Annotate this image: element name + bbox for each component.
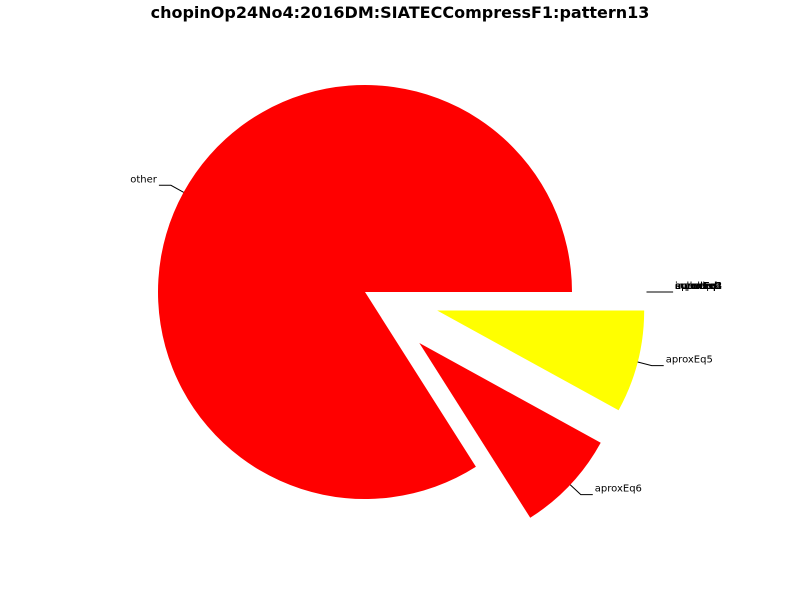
pie-label-included: included xyxy=(675,281,718,292)
pie-label-superset: superset xyxy=(675,281,719,292)
pie-label-aproxeq1: aproxEq1 xyxy=(675,281,722,292)
pie-label-aproxeq5: aproxEq5 xyxy=(666,355,713,366)
chart-title: chopinOp24No4:2016DM:SIATECCompressF1:pa… xyxy=(150,3,650,22)
pie-label-equal: equal xyxy=(675,281,703,292)
leader-line-aproxeq5 xyxy=(637,361,664,367)
pie-label-inverted: inverted xyxy=(675,281,717,292)
leader-line-other xyxy=(158,184,184,193)
pie-slice-aproxeq6 xyxy=(419,343,601,518)
pie-slice-other xyxy=(158,85,572,500)
pie-label-aproxeq3: aproxEq3 xyxy=(675,281,722,292)
pie-label-other: other xyxy=(130,174,158,185)
pie-label-aproxeq2: aproxEq2 xyxy=(675,281,722,292)
pie-label-aproxeq6: aproxEq6 xyxy=(595,484,642,495)
pie-label-aproxeq4: aproxEq4 xyxy=(675,281,722,292)
pie-slices xyxy=(158,85,645,518)
pie-label-subset: subset xyxy=(675,281,708,292)
pie-label-overlap: overlap xyxy=(675,281,713,292)
pie-slice-aproxeq5 xyxy=(437,310,645,411)
leader-line-aproxeq6 xyxy=(569,484,593,496)
pie-labels: other aproxEq6 aproxEq5 aproxEq4aproxEq3apr… xyxy=(130,174,722,496)
